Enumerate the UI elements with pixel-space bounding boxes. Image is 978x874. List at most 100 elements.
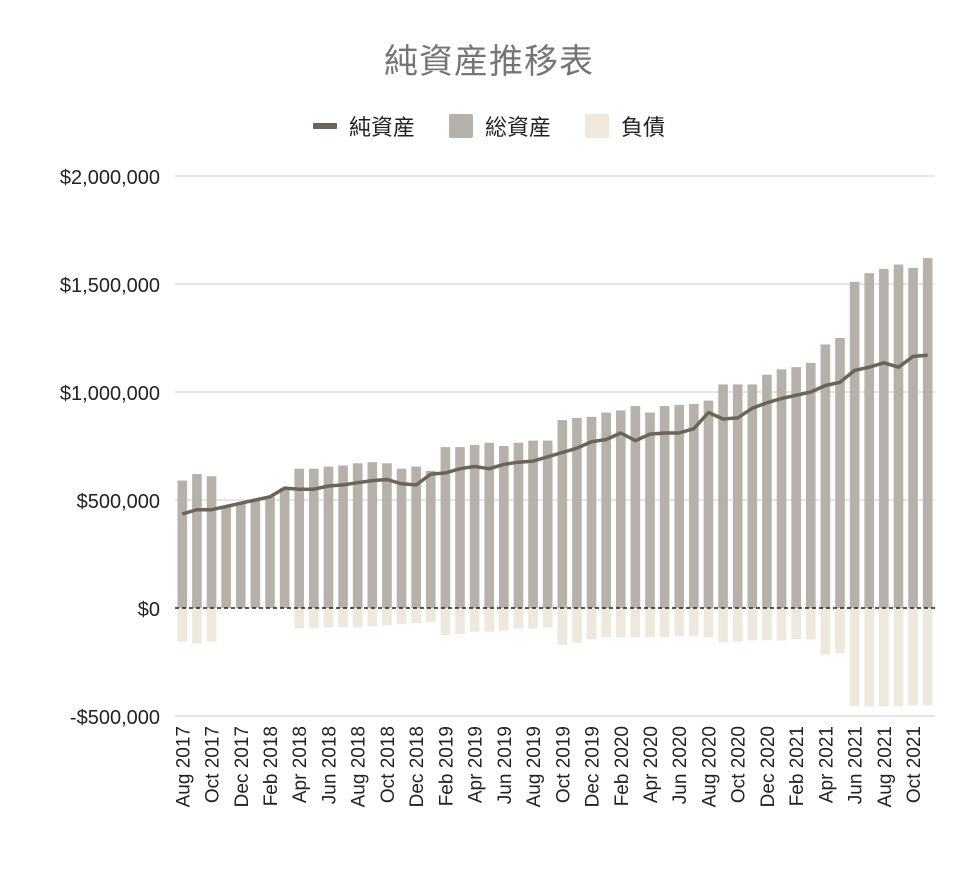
liability-bar — [455, 608, 465, 634]
asset-bar — [235, 503, 246, 608]
asset-bar — [586, 416, 597, 608]
liability-bar — [382, 608, 392, 626]
y-tick-label: $1,500,000 — [60, 275, 160, 297]
x-tick-label: Dec 2018 — [407, 726, 428, 807]
asset-bar — [747, 384, 758, 608]
liability-bar — [674, 608, 685, 637]
asset-bar — [440, 447, 451, 608]
asset-bar — [455, 447, 465, 608]
x-tick-label: Dec 2019 — [583, 726, 604, 807]
asset-bar — [864, 273, 875, 608]
liability-bar — [572, 608, 582, 643]
legend-box-swatch-assets — [448, 114, 473, 138]
asset-bar — [528, 440, 538, 608]
x-tick-label: Aug 2017 — [173, 726, 194, 807]
asset-bar — [338, 465, 348, 608]
asset-bar — [689, 403, 699, 608]
chart-title: 純資産推移表 — [384, 42, 594, 82]
asset-bar — [265, 496, 275, 608]
liability-bar — [177, 608, 188, 642]
asset-bar — [513, 442, 524, 608]
x-tick-label: Feb 2018 — [261, 726, 282, 806]
x-tick-label: Dec 2017 — [232, 726, 253, 807]
asset-bar — [703, 400, 714, 608]
liability-bar — [835, 608, 845, 654]
liability-bar — [352, 608, 363, 628]
asset-bar — [732, 384, 743, 608]
y-tick-label: $1,000,000 — [60, 383, 160, 405]
liability-bar — [192, 608, 202, 644]
x-tick-label: Aug 2020 — [699, 726, 720, 807]
liability-bar — [411, 608, 421, 624]
liability-bar — [879, 608, 889, 707]
x-tick-label: Dec 2020 — [758, 726, 779, 807]
liability-bar — [309, 608, 319, 629]
asset-bar — [601, 412, 611, 608]
liability-bar — [762, 608, 772, 641]
liability-bar — [689, 608, 699, 637]
asset-bar — [791, 367, 801, 608]
asset-bar — [294, 468, 305, 608]
liability-bar — [615, 608, 626, 638]
asset-bar — [542, 440, 553, 608]
asset-bar — [177, 480, 188, 608]
liability-bar — [440, 608, 451, 635]
asset-bar — [206, 476, 217, 608]
liability-bar — [338, 608, 348, 628]
liability-bar — [367, 608, 378, 627]
asset-bar — [893, 264, 904, 608]
x-tick-label: Apr 2021 — [816, 726, 837, 803]
x-tick-label: Oct 2021 — [904, 726, 925, 803]
net-worth-line — [181, 353, 928, 516]
asset-bar — [718, 384, 728, 608]
liability-bar — [528, 608, 538, 629]
x-tick-label: Apr 2020 — [641, 726, 662, 803]
liability-bar — [542, 608, 553, 628]
x-tick-label: Apr 2019 — [466, 726, 487, 803]
liability-bar — [469, 608, 480, 632]
liability-bar — [513, 608, 524, 629]
asset-bar — [879, 268, 889, 608]
legend-item-liabilities[interactable]: 負債 — [585, 110, 665, 142]
asset-bar — [382, 463, 392, 608]
legend-box-swatch-liabilities — [585, 114, 609, 138]
asset-bar — [469, 444, 480, 608]
asset-bar — [221, 506, 231, 608]
liability-bar — [732, 608, 743, 642]
x-tick-label: Jun 2018 — [319, 726, 340, 804]
x-tick-label: Jun 2021 — [846, 726, 867, 804]
asset-bar — [615, 410, 626, 608]
legend-item-net[interactable]: 純資産 — [312, 110, 415, 142]
asset-bar — [645, 412, 655, 608]
liability-bar — [718, 608, 728, 643]
y-tick-label: -$500,000 — [70, 707, 160, 729]
y-tick-label: $500,000 — [77, 491, 160, 513]
legend-label-assets: 総資産 — [484, 116, 551, 141]
y-tick-label: $2,000,000 — [60, 167, 160, 189]
asset-bar — [805, 362, 816, 608]
asset-bar — [323, 466, 334, 608]
asset-bar — [908, 267, 918, 608]
x-tick-label: Aug 2019 — [524, 726, 545, 807]
y-tick-label: $0 — [138, 599, 160, 621]
liability-bar — [601, 608, 611, 638]
liability-bar — [206, 608, 217, 642]
asset-bar — [309, 468, 319, 608]
liability-bar — [849, 608, 860, 707]
liability-bar — [659, 608, 670, 638]
asset-bar — [630, 406, 641, 608]
asset-bar — [352, 463, 363, 608]
liability-bar — [922, 608, 933, 706]
asset-bar — [250, 500, 261, 608]
liability-bar — [776, 608, 787, 641]
x-tick-label: Oct 2017 — [203, 726, 224, 803]
legend-item-assets[interactable]: 総資産 — [448, 110, 551, 142]
legend-line-swatch — [312, 123, 337, 129]
asset-bar — [820, 344, 831, 608]
liability-bar — [893, 608, 904, 707]
liability-bar — [484, 608, 495, 632]
asset-bar — [659, 406, 670, 608]
asset-bar — [557, 420, 568, 608]
asset-bar — [849, 281, 860, 608]
